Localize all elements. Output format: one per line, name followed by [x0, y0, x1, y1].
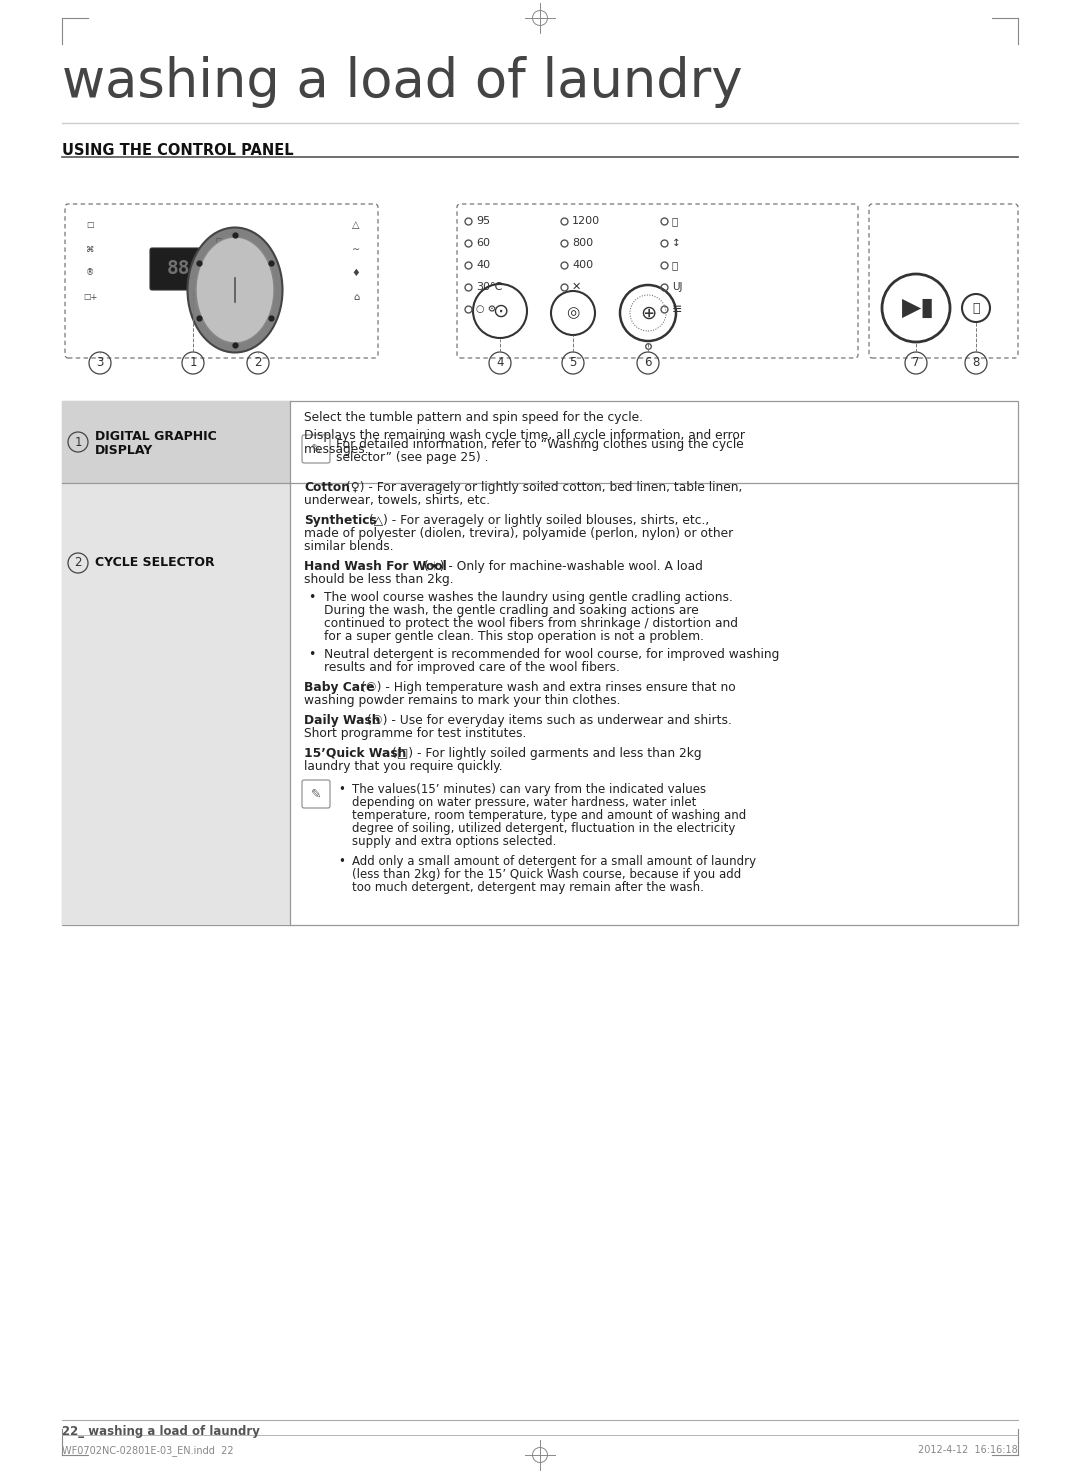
Text: Synthetics: Synthetics: [303, 514, 377, 527]
Text: ☐+: ☐+: [83, 293, 97, 302]
Text: Hand Wash For Wool: Hand Wash For Wool: [303, 560, 447, 573]
Text: similar blends.: similar blends.: [303, 541, 393, 552]
Text: ⏱: ⏱: [215, 236, 221, 246]
Bar: [62, 401, 1018, 925]
Text: (♀) - For averagely or lightly soiled cotton, bed linen, table linen,: (♀) - For averagely or lightly soiled co…: [346, 482, 742, 493]
Text: 8: 8: [972, 356, 980, 370]
FancyBboxPatch shape: [150, 247, 206, 290]
Text: ⌒: ⌒: [672, 261, 678, 270]
Text: ∼: ∼: [352, 245, 360, 253]
Text: (☉) - Use for everyday items such as underwear and shirts.: (☉) - Use for everyday items such as und…: [367, 714, 732, 728]
Text: 2: 2: [75, 557, 82, 570]
Text: 30℃: 30℃: [476, 281, 502, 292]
Text: WF0702NC-02801E-03_EN.indd  22: WF0702NC-02801E-03_EN.indd 22: [62, 1445, 233, 1455]
Text: ⊕: ⊕: [639, 303, 657, 323]
Text: Short programme for test institutes.: Short programme for test institutes.: [303, 728, 526, 739]
Text: 1: 1: [75, 436, 82, 448]
Text: •: •: [338, 784, 345, 795]
Text: depending on water pressure, water hardness, water inlet: depending on water pressure, water hardn…: [352, 795, 697, 809]
Text: •: •: [308, 591, 315, 604]
Text: USING THE CONTROL PANEL: USING THE CONTROL PANEL: [62, 143, 294, 158]
Text: CYCLE SELECTOR: CYCLE SELECTOR: [95, 557, 215, 570]
Text: Add only a small amount of detergent for a small amount of laundry: Add only a small amount of detergent for…: [352, 854, 756, 868]
Text: 60: 60: [476, 239, 490, 247]
Text: ♦: ♦: [352, 268, 361, 278]
Text: ✎: ✎: [311, 442, 321, 455]
Text: 800: 800: [572, 239, 593, 247]
Text: 1200: 1200: [572, 217, 600, 225]
Text: ✎: ✎: [311, 788, 321, 800]
Text: (☉) - High temperature wash and extra rinses ensure that no: (☉) - High temperature wash and extra ri…: [361, 681, 735, 694]
Text: 95: 95: [476, 217, 490, 225]
Text: Select the tumble pattern and spin speed for the cycle.: Select the tumble pattern and spin speed…: [303, 411, 643, 424]
Text: laundry that you require quickly.: laundry that you require quickly.: [303, 760, 502, 773]
Text: continued to protect the wool fibers from shrinkage / distortion and: continued to protect the wool fibers fro…: [324, 617, 738, 630]
Text: 22_ washing a load of laundry: 22_ washing a load of laundry: [62, 1424, 260, 1438]
Text: ↕: ↕: [672, 239, 680, 247]
Text: 2012-4-12  16:16:18: 2012-4-12 16:16:18: [918, 1445, 1018, 1455]
Text: ▶▮: ▶▮: [902, 296, 934, 320]
Text: The values(15’ minutes) can vary from the indicated values: The values(15’ minutes) can vary from th…: [352, 784, 706, 795]
Text: •: •: [338, 854, 345, 868]
Text: results and for improved care of the wool fibers.: results and for improved care of the woo…: [324, 661, 620, 675]
Ellipse shape: [195, 237, 274, 343]
Text: ≡: ≡: [672, 302, 683, 315]
Text: (□) - For lightly soiled garments and less than 2kg: (□) - For lightly soiled garments and le…: [392, 747, 702, 760]
Text: 3: 3: [96, 356, 104, 370]
Text: ⌘: ⌘: [85, 245, 94, 253]
Ellipse shape: [188, 227, 283, 352]
Text: 15’Quick Wash: 15’Quick Wash: [303, 747, 406, 760]
Text: degree of soiling, utilized detergent, fluctuation in the electricity: degree of soiling, utilized detergent, f…: [352, 822, 735, 835]
Text: Daily Wash: Daily Wash: [303, 714, 380, 728]
Text: Neutral detergent is recommended for wool course, for improved washing: Neutral detergent is recommended for woo…: [324, 648, 780, 661]
Text: UJ: UJ: [672, 281, 683, 292]
Text: too much detergent, detergent may remain after the wash.: too much detergent, detergent may remain…: [352, 881, 704, 894]
Text: underwear, towels, shirts, etc.: underwear, towels, shirts, etc.: [303, 493, 490, 507]
Text: should be less than 2kg.: should be less than 2kg.: [303, 573, 454, 586]
Text: (☀) - Only for machine-washable wool. A load: (☀) - Only for machine-washable wool. A …: [424, 560, 703, 573]
Text: for a super gentle clean. This stop operation is not a problem.: for a super gentle clean. This stop oper…: [324, 630, 704, 644]
Text: made of polyester (diolen, trevira), polyamide (perlon, nylon) or other: made of polyester (diolen, trevira), pol…: [303, 527, 733, 541]
Text: 2: 2: [254, 356, 261, 370]
Text: ⊙: ⊙: [491, 302, 509, 321]
Text: ✕: ✕: [572, 281, 581, 292]
Text: During the wash, the gentle cradling and soaking actions are: During the wash, the gentle cradling and…: [324, 604, 699, 617]
Text: ○ ⚙: ○ ⚙: [476, 303, 497, 314]
Text: For detailed information, refer to “Washing clothes using the cycle: For detailed information, refer to “Wash…: [336, 437, 744, 451]
Text: •: •: [308, 648, 315, 661]
Bar: [62, 483, 291, 925]
Text: ◎: ◎: [566, 305, 580, 321]
Text: (△) - For averagely or lightly soiled blouses, shirts, etc.,: (△) - For averagely or lightly soiled bl…: [369, 514, 710, 527]
Text: temperature, room temperature, type and amount of washing and: temperature, room temperature, type and …: [352, 809, 746, 822]
Text: ☐: ☐: [86, 221, 94, 230]
Text: ⏻: ⏻: [972, 302, 980, 315]
Text: DISPLAY: DISPLAY: [95, 443, 153, 457]
Text: ⌂: ⌂: [353, 292, 360, 302]
Text: supply and extra options selected.: supply and extra options selected.: [352, 835, 556, 848]
Text: ⚡: ⚡: [229, 237, 235, 246]
Text: 400: 400: [572, 261, 593, 270]
Text: washing powder remains to mark your thin clothes.: washing powder remains to mark your thin…: [303, 694, 621, 707]
Text: ⏱: ⏱: [672, 217, 678, 225]
Text: Displays the remaining wash cycle time, all cycle information, and error: Displays the remaining wash cycle time, …: [303, 429, 745, 442]
Text: 88: 88: [166, 259, 190, 278]
Text: △: △: [352, 219, 360, 230]
Text: The wool course washes the laundry using gentle cradling actions.: The wool course washes the laundry using…: [324, 591, 733, 604]
Text: 1: 1: [189, 356, 197, 370]
Text: 40: 40: [476, 261, 490, 270]
Text: 4: 4: [496, 356, 503, 370]
Text: Cotton: Cotton: [303, 482, 350, 493]
Text: 5: 5: [569, 356, 577, 370]
Text: DIGITAL GRAPHIC: DIGITAL GRAPHIC: [95, 430, 217, 442]
Text: (less than 2kg) for the 15’ Quick Wash course, because if you add: (less than 2kg) for the 15’ Quick Wash c…: [352, 868, 741, 881]
Text: ®: ®: [86, 268, 94, 277]
Text: washing a load of laundry: washing a load of laundry: [62, 56, 743, 108]
Text: messages.: messages.: [303, 442, 369, 455]
Text: 7: 7: [913, 356, 920, 370]
Bar: [62, 401, 291, 483]
Text: 6: 6: [645, 356, 651, 370]
Text: selector” (see page 25) .: selector” (see page 25) .: [336, 451, 488, 464]
Text: Baby Care: Baby Care: [303, 681, 375, 694]
